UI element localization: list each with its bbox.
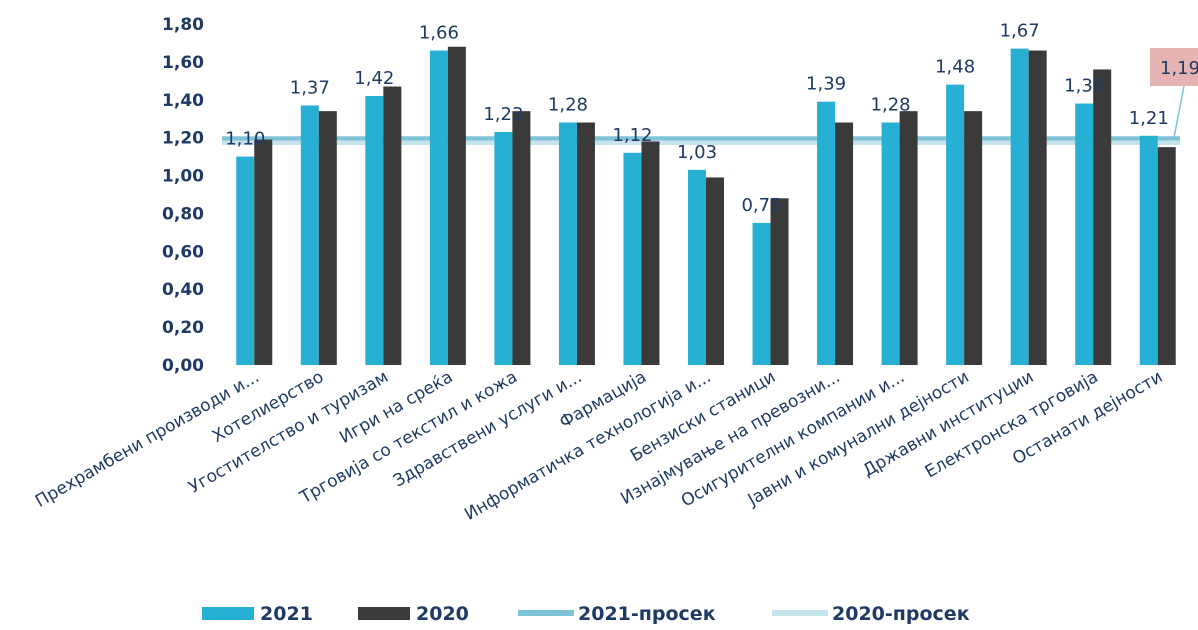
- bar-2020-10: [835, 122, 854, 365]
- bar-2020-5: [512, 111, 531, 366]
- data-label: 1,21: [1129, 108, 1169, 129]
- y-tick-label: 0,40: [162, 280, 204, 300]
- y-tick-label: 0,20: [162, 318, 204, 338]
- legend-swatch-2021: [202, 607, 254, 620]
- data-label: 1,23: [483, 104, 523, 125]
- data-label: 1,42: [354, 68, 394, 89]
- average-callout-connector: [1173, 85, 1185, 138]
- y-tick-label: 1,60: [162, 53, 204, 73]
- y-tick-label: 0,80: [162, 204, 204, 224]
- legend-swatch-2020: [358, 607, 410, 620]
- bar-2020-8: [706, 177, 724, 365]
- data-label: 1,39: [806, 74, 846, 95]
- bar-2021-9: [752, 222, 771, 365]
- bar-2021-1: [236, 156, 255, 365]
- bar-2020-4: [447, 46, 466, 365]
- bar-2021-10: [817, 101, 836, 365]
- data-label: 1,66: [419, 23, 459, 44]
- bar-2021-13: [1010, 48, 1029, 365]
- bar-2020-13: [1028, 50, 1047, 366]
- data-label: 1,10: [225, 129, 265, 150]
- bar-2020-3: [383, 86, 402, 366]
- bar-2020-14: [1093, 69, 1112, 365]
- data-label: 1,48: [935, 57, 975, 78]
- bar-2020-7: [641, 141, 660, 365]
- bar-2020-2: [318, 111, 337, 366]
- bar-2021-5: [494, 131, 513, 365]
- y-tick-label: 1,20: [162, 129, 204, 149]
- data-label: 1,38: [1064, 76, 1104, 97]
- data-label: 1,28: [871, 95, 911, 116]
- bar-2020-1: [254, 139, 273, 365]
- bar-2020-6: [576, 122, 595, 365]
- y-tick-label: 1,00: [162, 167, 204, 187]
- bar-2021-11: [881, 122, 900, 365]
- data-labels: 1,10 1,37 1,42 1,66 1,23 1,28 1,12 1,03 0,75 1,39…: [225, 21, 1169, 216]
- bar-2021-7: [623, 152, 642, 365]
- data-label: 0,75: [741, 195, 781, 216]
- data-label: 1,03: [677, 142, 717, 163]
- legend-label-2021: 2021: [260, 603, 313, 625]
- legend: 2021 2020 2021-просек 2020-просек: [202, 603, 970, 625]
- bar-2020-11: [899, 111, 918, 366]
- legend-label-2021-просек: 2021-просек: [578, 603, 716, 625]
- legend-label-2020-просек: 2020-просек: [832, 603, 970, 625]
- data-label: 1,37: [290, 77, 330, 98]
- data-label: 1,28: [548, 95, 588, 116]
- bar-2020-12: [964, 111, 983, 366]
- bar-2021-15: [1139, 135, 1158, 365]
- bar-2021-3: [365, 95, 384, 365]
- bar-2021-6: [558, 122, 577, 365]
- data-label: 1,67: [1000, 21, 1040, 42]
- data-label: 1,12: [612, 125, 652, 146]
- bar-2020-15: [1157, 147, 1176, 365]
- y-axis: 0,00 0,20 0,40 0,60 0,80 1,00 1,20 1,40 1,60 1,80: [162, 15, 204, 376]
- y-tick-label: 0,00: [162, 356, 204, 376]
- legend-label-2020: 2020: [416, 603, 469, 625]
- bar-2020-9: [770, 198, 789, 365]
- y-tick-label: 0,60: [162, 242, 204, 262]
- bar-2021-14: [1075, 103, 1094, 366]
- bars: [236, 46, 1176, 366]
- x-axis: Прехрамбени производи и...ХотелиерствоУг…: [32, 367, 1166, 525]
- bar-2021-8: [688, 169, 706, 365]
- bar-2021-12: [946, 84, 965, 365]
- average-label: 1,19: [1160, 58, 1198, 79]
- bar-2021-2: [300, 105, 319, 365]
- average-label-box: [1150, 48, 1198, 86]
- bar-2021-4: [429, 50, 448, 366]
- y-tick-label: 1,40: [162, 91, 204, 111]
- y-tick-label: 1,80: [162, 15, 204, 35]
